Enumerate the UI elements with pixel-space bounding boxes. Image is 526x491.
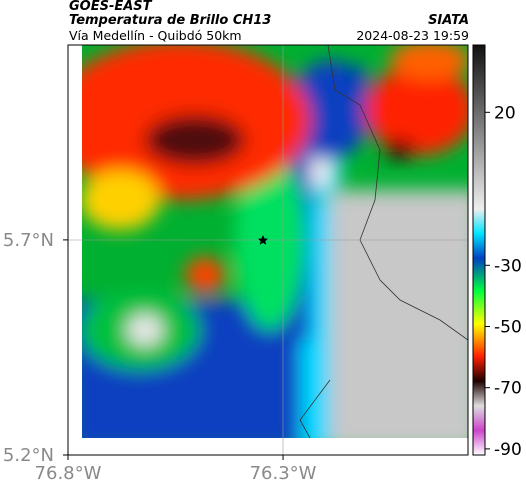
source: SIATA [428, 13, 469, 28]
datetime: 2024-08-23 19:59 [356, 28, 469, 43]
map-frame [67, 44, 469, 456]
location-marker [257, 235, 268, 245]
y-tick-label: 5.7°N [3, 230, 54, 251]
colorbar-tick-label: 20 [494, 103, 516, 123]
location: Vía Medellín - Quibdó 50km [69, 28, 242, 43]
x-tick-label: 76.8°W [35, 463, 102, 484]
colorbar [472, 44, 486, 456]
colorbar-tick-label: -70 [494, 379, 522, 399]
colorbar-tick-label: -50 [494, 317, 522, 337]
title: GOES-EAST [69, 0, 153, 14]
colorbar-tick-label: -30 [494, 256, 522, 276]
subtitle: Temperatura de Brillo CH13 [69, 13, 271, 28]
satellite-image [82, 45, 468, 438]
y-tick-label: 5.2°N [3, 445, 54, 466]
colorbar-tick-label: -90 [494, 440, 522, 460]
x-tick-label: 76.3°W [250, 463, 317, 484]
